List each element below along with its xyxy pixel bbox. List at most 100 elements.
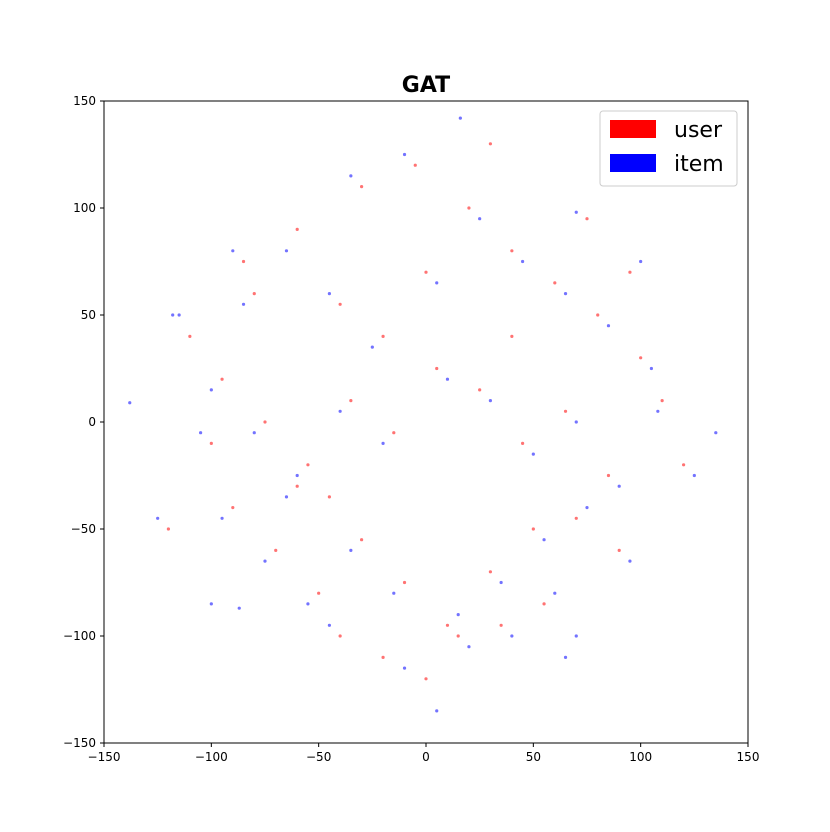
point-user: [499, 623, 503, 627]
point-user: [274, 548, 278, 553]
point-item: [478, 217, 482, 221]
point-item: [563, 655, 568, 660]
point-user: [510, 334, 514, 338]
point-item: [435, 709, 439, 713]
point-user: [456, 634, 460, 638]
point-item: [327, 292, 331, 296]
point-item: [656, 409, 660, 413]
point-user: [381, 334, 385, 338]
point-user: [413, 163, 417, 167]
point-item: [574, 634, 578, 638]
point-item: [231, 249, 235, 253]
point-user: [521, 441, 525, 445]
y-tick-label: 0: [88, 415, 96, 429]
y-tick-label: −100: [63, 629, 96, 643]
point-user: [424, 270, 428, 274]
point-item: [392, 591, 396, 595]
legend: user item: [599, 110, 738, 187]
point-user: [220, 377, 224, 381]
point-item: [349, 174, 353, 178]
point-user: [338, 302, 342, 306]
point-item: [171, 313, 175, 317]
point-item: [521, 259, 525, 264]
point-item: [220, 516, 224, 520]
legend-swatch-item: [610, 154, 656, 172]
point-item: [456, 613, 460, 617]
point-user: [360, 185, 364, 189]
point-user: [542, 602, 546, 606]
point-item: [510, 634, 514, 638]
point-item: [156, 516, 160, 520]
point-user: [563, 409, 568, 413]
point-user: [252, 292, 256, 296]
point-user: [295, 227, 299, 231]
x-tick-label: −150: [88, 750, 121, 764]
y-tick-label: 100: [73, 201, 96, 215]
point-user: [360, 538, 364, 542]
point-item: [370, 345, 374, 349]
point-item: [649, 366, 654, 371]
point-user: [660, 399, 664, 403]
point-item: [209, 602, 213, 606]
point-user: [338, 634, 342, 638]
point-user: [531, 527, 535, 531]
legend-label-item: item: [674, 152, 724, 177]
x-tick-label: −100: [195, 750, 228, 764]
point-user: [682, 463, 686, 467]
point-item: [241, 302, 246, 306]
point-item: [349, 548, 353, 553]
point-user: [574, 516, 578, 520]
point-user: [585, 217, 589, 221]
chart-title: GAT: [402, 73, 450, 98]
point-user: [381, 655, 385, 660]
point-item: [128, 401, 132, 405]
point-user: [606, 473, 611, 478]
point-item: [177, 313, 181, 317]
points-layer: [128, 116, 718, 713]
point-item: [714, 431, 718, 435]
point-user: [435, 366, 439, 371]
point-user: [306, 463, 310, 467]
point-user: [209, 441, 213, 445]
point-item: [574, 420, 578, 424]
point-user: [295, 484, 299, 488]
point-user: [402, 580, 407, 585]
point-item: [639, 259, 643, 264]
point-item: [306, 602, 310, 606]
legend-label-user: user: [674, 118, 723, 143]
plot-frame: [103, 100, 749, 744]
point-user: [392, 431, 396, 435]
point-item: [402, 152, 407, 157]
point-item: [467, 645, 471, 649]
point-item: [458, 116, 462, 120]
x-tick-label: 100: [629, 750, 652, 764]
point-user: [424, 677, 428, 681]
point-item: [542, 538, 546, 542]
point-user: [639, 356, 643, 360]
point-item: [617, 484, 621, 488]
point-user: [349, 399, 353, 403]
point-user: [467, 206, 471, 210]
x-tick-label: 50: [526, 750, 541, 764]
y-axis: −150 −100 −50 0 50 100 150: [63, 94, 104, 750]
point-user: [263, 420, 267, 424]
point-user: [327, 495, 331, 499]
x-tick-label: 150: [737, 750, 760, 764]
y-tick-label: 50: [81, 308, 96, 322]
x-tick-label: −50: [306, 750, 331, 764]
point-user: [617, 548, 621, 553]
point-item: [402, 666, 407, 670]
x-axis: −150 −100 −50 0 50 100 150: [88, 743, 760, 764]
y-tick-label: 150: [73, 94, 96, 108]
point-user: [231, 506, 235, 510]
point-item: [499, 580, 503, 585]
point-user: [478, 388, 482, 392]
point-item: [531, 452, 535, 456]
x-tick-label: 0: [422, 750, 430, 764]
point-item: [381, 441, 385, 445]
y-tick-label: −150: [63, 736, 96, 750]
point-user: [488, 570, 492, 574]
point-user: [188, 334, 192, 338]
point-item: [237, 606, 241, 610]
